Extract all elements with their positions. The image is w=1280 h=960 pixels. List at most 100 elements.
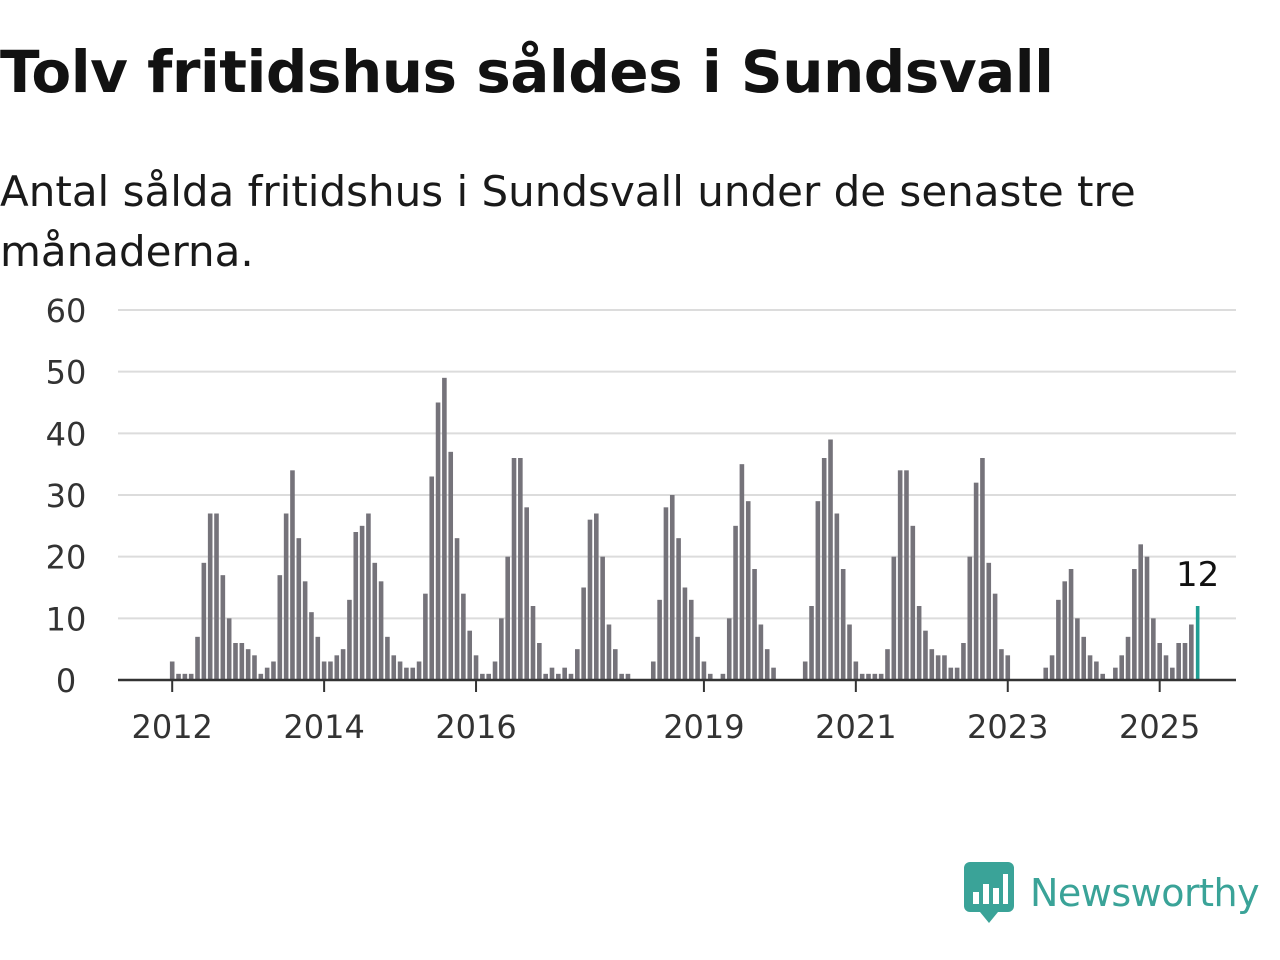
bar xyxy=(473,655,479,680)
bar xyxy=(1151,618,1156,680)
bar xyxy=(625,673,631,680)
bar xyxy=(847,624,852,680)
bar xyxy=(258,673,264,680)
bar xyxy=(878,673,884,680)
bar xyxy=(549,667,555,680)
bar xyxy=(992,593,998,680)
bar xyxy=(537,643,542,680)
bar xyxy=(1119,655,1124,680)
y-tick-label: 0 xyxy=(56,662,76,700)
bar xyxy=(207,513,213,680)
x-tick-label: 2019 xyxy=(663,708,744,740)
bar xyxy=(891,556,897,680)
bar-latest xyxy=(1195,606,1200,680)
brand-logo: Newsworthy xyxy=(964,862,1260,924)
bar xyxy=(233,643,238,680)
bar xyxy=(1005,655,1011,680)
bar xyxy=(340,649,346,680)
x-tick-label: 2012 xyxy=(131,708,212,740)
bar xyxy=(1056,599,1061,680)
bar xyxy=(910,525,916,680)
bar xyxy=(359,525,365,680)
bar xyxy=(201,562,207,680)
bar xyxy=(840,569,846,680)
bar xyxy=(252,655,257,680)
bar xyxy=(853,661,859,680)
bar xyxy=(1049,655,1055,680)
bar xyxy=(1125,636,1131,680)
bar xyxy=(935,655,941,680)
bar xyxy=(967,556,973,680)
bar xyxy=(707,673,713,680)
bar xyxy=(657,599,662,680)
newsworthy-logo-icon xyxy=(964,862,1014,923)
bar xyxy=(872,673,878,680)
bar xyxy=(815,501,821,680)
bar xyxy=(701,661,707,680)
bar xyxy=(245,649,251,680)
bar xyxy=(518,458,523,680)
bar xyxy=(1100,673,1106,680)
bar xyxy=(733,525,738,680)
bar xyxy=(929,649,935,680)
bar xyxy=(454,538,460,680)
bar xyxy=(942,655,947,680)
bar xyxy=(594,513,599,680)
bar xyxy=(423,593,428,680)
bar xyxy=(391,655,397,680)
chart-subtitle: Antal sålda fritidshus i Sundsvall under… xyxy=(0,167,1136,276)
bar xyxy=(499,618,504,680)
bar xyxy=(271,661,276,680)
bar xyxy=(1176,643,1181,680)
bar xyxy=(461,593,466,680)
bar xyxy=(1068,569,1074,680)
bar xyxy=(859,673,865,680)
bar xyxy=(467,630,473,680)
bar xyxy=(834,513,840,680)
bar xyxy=(752,569,757,680)
bar xyxy=(442,377,447,680)
bar xyxy=(410,667,416,680)
bar xyxy=(764,649,770,680)
bar xyxy=(821,458,827,680)
bar xyxy=(581,587,586,680)
bar xyxy=(353,532,359,680)
bar xyxy=(695,636,700,680)
bar xyxy=(885,649,890,680)
bar xyxy=(530,606,536,680)
bar xyxy=(277,575,283,680)
bar xyxy=(961,643,966,680)
bar xyxy=(347,599,352,680)
x-tick-label: 2021 xyxy=(815,708,896,740)
x-tick-label: 2025 xyxy=(1119,708,1200,740)
x-axis-ticks: 2012 2014 2016 2019 2021 2023 2025 xyxy=(131,680,1200,740)
bar xyxy=(486,673,491,680)
y-tick-label: 10 xyxy=(46,600,87,638)
bar xyxy=(372,562,378,680)
bar xyxy=(1075,618,1080,680)
bar xyxy=(214,513,219,680)
bar xyxy=(1113,667,1118,680)
data-label-latest: 12 xyxy=(1176,555,1219,595)
bar xyxy=(948,667,954,680)
bar xyxy=(650,661,656,680)
y-tick-label: 30 xyxy=(46,477,87,515)
bar xyxy=(264,667,270,680)
bar xyxy=(182,673,188,680)
bar xyxy=(669,495,675,680)
bar xyxy=(619,673,624,680)
y-tick-label: 50 xyxy=(46,354,87,392)
grid-lines xyxy=(118,309,1236,620)
y-tick-label: 20 xyxy=(46,539,87,577)
bar xyxy=(562,667,567,680)
bar xyxy=(366,513,371,680)
bar xyxy=(613,649,618,680)
bar xyxy=(1094,661,1099,680)
bar xyxy=(315,636,321,680)
bar xyxy=(226,618,232,680)
bar xyxy=(169,661,175,680)
bar xyxy=(575,649,580,680)
bar xyxy=(302,581,308,680)
bar xyxy=(296,538,302,680)
